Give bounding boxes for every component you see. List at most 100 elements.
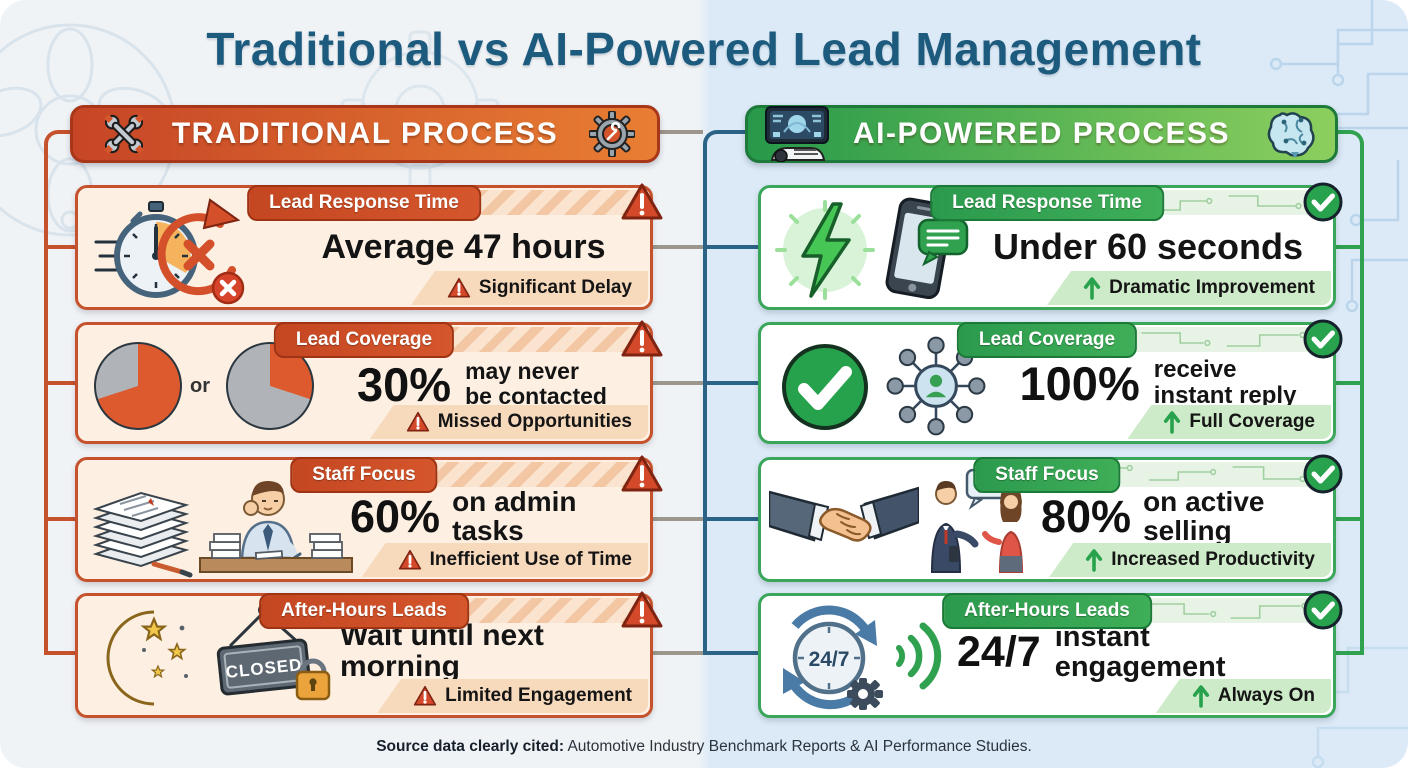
status-strip: Full Coverage (1127, 405, 1331, 439)
ai-bracket-line (1338, 130, 1364, 655)
status-label: Missed Opportunities (437, 411, 632, 432)
gray-connector (653, 245, 703, 249)
gray-connector (653, 381, 703, 385)
description-line: instant reply (1153, 382, 1297, 409)
warning-triangle-icon (621, 320, 663, 357)
status-strip: Significant Delay (410, 271, 648, 305)
signal-waves-icon (896, 622, 942, 690)
header-gray-connector (658, 130, 703, 134)
phone-chat-icon (885, 197, 969, 300)
ai-branch-line (1334, 381, 1364, 385)
center-spine-line (703, 130, 747, 655)
main-description: may never be contacted (465, 359, 607, 409)
main-description: on active selling (1143, 485, 1265, 546)
card-main-content: Under 60 seconds (979, 220, 1317, 274)
card-traditional-lead-coverage: Lead Coverage or 30% may never be contact… (75, 320, 663, 444)
main-value: 80% (1041, 490, 1132, 542)
card-ai-lead-coverage: Lead Coverage 100% receive instant reply (758, 319, 1343, 444)
check-badge-icon (1303, 454, 1343, 494)
description-line: receive (1153, 356, 1237, 384)
status-strip: Missed Opportunities (369, 405, 648, 439)
card-traditional-lead-response-time: Lead Response Time Average 47 hours Sign… (75, 183, 663, 310)
warning-triangle-icon (621, 183, 663, 220)
status-label: Limited Engagement (445, 685, 632, 706)
ai-branch-line (1334, 517, 1364, 521)
card-badge: Lead Coverage (956, 322, 1138, 358)
card-badge: Staff Focus (973, 457, 1121, 493)
warning-triangle-icon (621, 455, 663, 492)
status-strip: Increased Productivity (1049, 543, 1331, 577)
card-ai-lead-response-time: Lead Response Time Under 60 seconds (758, 182, 1343, 310)
badge-label: Lead Coverage (978, 329, 1116, 350)
pie-chart-icon (94, 342, 182, 430)
card-badge: Lead Coverage (273, 322, 455, 358)
main-value: 24/7 (957, 627, 1041, 676)
ai-header-label: AI-POWERED PROCESS (852, 117, 1231, 150)
source-citation: Source data clearly cited: Automotive In… (0, 738, 1408, 756)
up-arrow-icon (1164, 411, 1181, 434)
card-badge: After-Hours Leads (942, 593, 1152, 629)
gear-wrench-icon (589, 111, 635, 157)
traditional-branch-line (46, 517, 76, 521)
status-label: Significant Delay (478, 277, 632, 298)
check-badge-icon (1303, 590, 1343, 630)
badge-label: Lead Response Time (952, 192, 1142, 213)
sales-conversation-icon (930, 468, 1024, 573)
traditional-branch-line (46, 651, 76, 655)
ai-process-header: AI-POWERED PROCESS (745, 105, 1338, 163)
ai-branch-line (1334, 651, 1364, 655)
badge-label: Lead Coverage (295, 329, 433, 350)
check-badge-icon (1303, 182, 1343, 222)
warning-triangle-icon (406, 411, 429, 432)
badge-label: Staff Focus (312, 464, 416, 485)
main-description: on admin tasks (452, 485, 577, 546)
blue-connector (707, 651, 758, 655)
source-text: Automotive Industry Benchmark Reports & … (567, 738, 1032, 755)
card-main-content: 60% on admin tasks (350, 485, 636, 546)
card-traditional-after-hours: After-Hours Leads CLOSED Wait until (75, 591, 663, 718)
card-badge: Staff Focus (290, 457, 438, 493)
check-circle-icon (782, 344, 868, 430)
moon-stars-icon (106, 610, 188, 706)
blue-connector (707, 245, 758, 249)
ai-branch-line (1334, 245, 1364, 249)
blue-connector (707, 517, 758, 521)
status-strip: Always On (1155, 679, 1331, 713)
status-strip: Inefficient Use of Time (361, 543, 648, 577)
main-description: instant engagement (1054, 620, 1226, 683)
status-label: Dramatic Improvement (1109, 277, 1315, 298)
card-main-content: 24/7 instant engagement (957, 620, 1319, 683)
status-label: Always On (1217, 685, 1315, 706)
paper-stack-icon (92, 491, 193, 578)
description-line: may never (465, 358, 579, 385)
up-arrow-icon (1086, 549, 1103, 572)
stressed-worker-icon (199, 472, 353, 573)
warning-triangle-icon (413, 685, 437, 706)
status-strip: Limited Engagement (377, 679, 648, 713)
blue-connector (707, 381, 758, 385)
page-title: Traditional vs AI-Powered Lead Managemen… (206, 23, 1202, 75)
up-arrow-icon (1083, 277, 1101, 300)
card-ai-after-hours: After-Hours Leads 24/7 (758, 590, 1343, 718)
badge-label: Lead Response Time (269, 192, 459, 213)
badge-label: Staff Focus (995, 464, 1099, 485)
warning-triangle-icon (447, 277, 471, 298)
traditional-bracket-line (44, 130, 70, 655)
card-main-content: 80% on active selling (1041, 485, 1319, 546)
crossed-wrenches-icon (104, 114, 144, 154)
traditional-process-header: TRADITIONAL PROCESS (70, 105, 660, 163)
source-label: Source data clearly cited: (376, 738, 564, 755)
card-main-content: 100% receive instant reply (999, 351, 1317, 415)
card-ai-staff-focus: Staff Focus (758, 454, 1343, 582)
warning-triangle-icon (621, 591, 663, 628)
ai-dashboard-icon (765, 106, 829, 162)
gray-connector (653, 517, 703, 521)
card-badge: Lead Response Time (930, 185, 1164, 221)
traditional-header-label: TRADITIONAL PROCESS (171, 117, 559, 150)
card-badge: After-Hours Leads (259, 593, 469, 629)
lightning-icon (775, 200, 875, 300)
traditional-branch-line (46, 245, 76, 249)
main-value: 30% (357, 357, 452, 411)
card-badge: Lead Response Time (247, 185, 481, 221)
